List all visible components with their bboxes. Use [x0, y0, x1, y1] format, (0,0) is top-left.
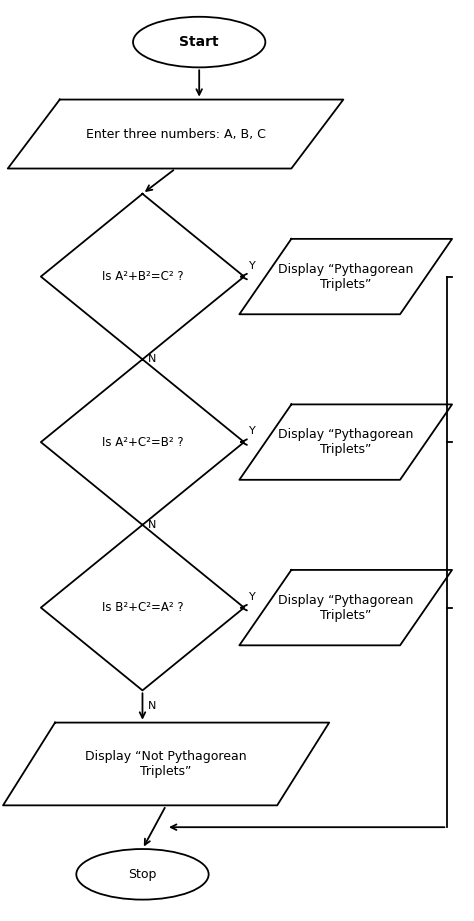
Text: Display “Pythagorean
Triplets”: Display “Pythagorean Triplets” — [278, 262, 413, 291]
Text: N: N — [148, 702, 156, 712]
Text: Display “Pythagorean
Triplets”: Display “Pythagorean Triplets” — [278, 428, 413, 456]
Text: N: N — [148, 519, 156, 530]
Text: Y: Y — [249, 426, 255, 436]
Text: Is A²+B²=C² ?: Is A²+B²=C² ? — [101, 270, 183, 283]
Text: Stop: Stop — [128, 868, 157, 880]
Text: Is A²+C²=B² ?: Is A²+C²=B² ? — [101, 436, 183, 449]
Text: Display “Pythagorean
Triplets”: Display “Pythagorean Triplets” — [278, 594, 413, 622]
Text: Y: Y — [249, 261, 255, 271]
Text: Enter three numbers: A, B, C: Enter three numbers: A, B, C — [86, 127, 265, 141]
Text: Is B²+C²=A² ?: Is B²+C²=A² ? — [101, 601, 183, 614]
Text: Display “Not Pythagorean
Triplets”: Display “Not Pythagorean Triplets” — [85, 750, 247, 778]
Text: Start: Start — [179, 35, 219, 49]
Text: N: N — [148, 355, 156, 365]
Text: Y: Y — [249, 591, 255, 601]
